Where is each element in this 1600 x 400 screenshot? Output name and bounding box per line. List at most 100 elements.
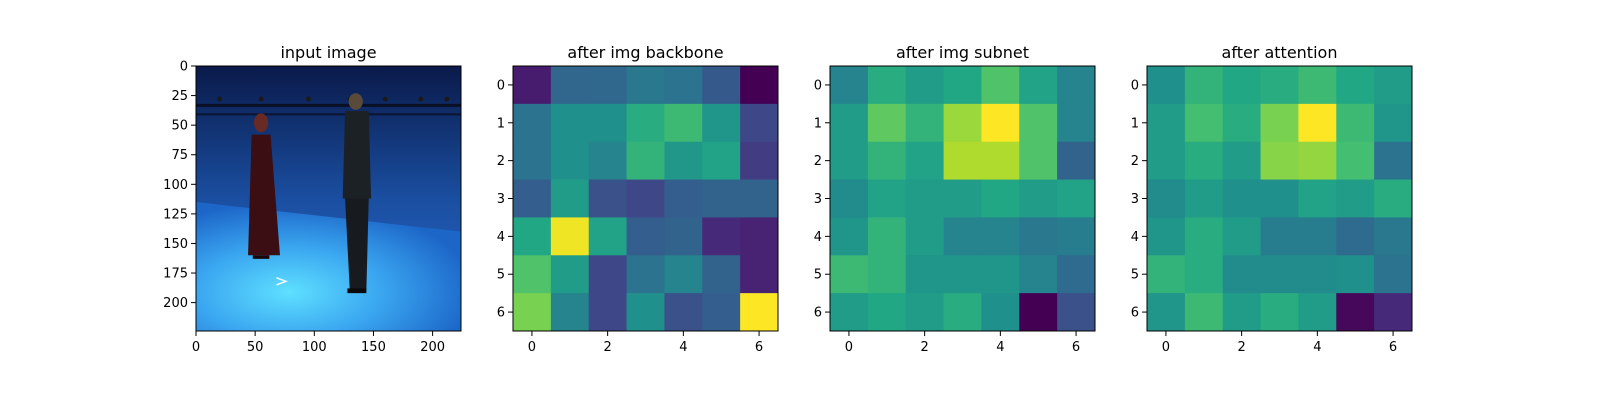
heatmap-cell bbox=[1222, 66, 1262, 105]
heatmap-cell bbox=[1260, 66, 1299, 105]
heatmap-cell bbox=[943, 179, 982, 218]
heatmap-cell bbox=[550, 103, 590, 143]
heatmap-cell bbox=[588, 66, 628, 105]
heatmap-cell bbox=[702, 66, 741, 105]
heatmap-cell bbox=[588, 293, 628, 332]
heatmap-cell bbox=[1336, 66, 1375, 105]
heatmap-panel: after img backbone 0 2 4 6 0 1 2 3 4 5 6 bbox=[497, 43, 779, 355]
y-tick-label: 5 bbox=[814, 268, 822, 283]
heatmap-cell bbox=[513, 217, 552, 256]
heatmap-cell bbox=[1147, 255, 1186, 294]
heatmap-cell bbox=[550, 217, 590, 256]
heatmap-cell bbox=[626, 103, 665, 143]
heatmap-cell bbox=[1184, 103, 1224, 143]
x-tick-label: 6 bbox=[755, 340, 763, 355]
heatmap-cell bbox=[1019, 255, 1058, 294]
heatmap-cell bbox=[740, 103, 779, 143]
heatmap-cell bbox=[626, 179, 665, 218]
y-tick-label: 200 bbox=[163, 296, 188, 311]
heatmap-cell bbox=[588, 255, 628, 294]
heatmap-cell bbox=[664, 255, 703, 294]
heatmap-cell bbox=[1222, 103, 1262, 143]
heatmap-panel: after img subnet 0 2 4 6 0 1 2 3 4 5 6 bbox=[814, 43, 1096, 355]
heatmap-cell bbox=[981, 66, 1020, 105]
heatmap-cell bbox=[1019, 66, 1058, 105]
heatmap-cell bbox=[943, 217, 982, 256]
heatmap-cell bbox=[702, 103, 741, 143]
x-tick-label: 0 bbox=[192, 340, 200, 355]
heatmap-cell bbox=[981, 179, 1020, 218]
heatmap-cell bbox=[830, 179, 869, 218]
heatmap-cell bbox=[1298, 217, 1337, 256]
heatmap-cell bbox=[1057, 255, 1096, 294]
y-tick-label: 4 bbox=[814, 230, 822, 245]
heatmap-cell bbox=[588, 141, 628, 181]
heatmap-cell bbox=[1336, 293, 1375, 332]
heatmap-cell bbox=[1147, 217, 1186, 256]
heatmap-cell bbox=[867, 179, 907, 218]
heatmap-cell bbox=[1222, 293, 1262, 332]
y-tick-label: 3 bbox=[497, 192, 505, 207]
y-tick-label: 0 bbox=[497, 78, 505, 93]
heatmap-cell bbox=[1184, 66, 1224, 105]
heatmap-cell bbox=[1184, 217, 1224, 256]
heatmap-cell bbox=[1298, 66, 1337, 105]
y-tick-label: 0 bbox=[1131, 78, 1139, 93]
y-tick-label: 4 bbox=[1131, 230, 1139, 245]
heatmap-cell bbox=[740, 141, 779, 181]
y-tick-label: 125 bbox=[163, 207, 188, 222]
heatmap-cell bbox=[1057, 179, 1096, 218]
heatmap-cell bbox=[867, 103, 907, 143]
heatmap-cell bbox=[1374, 66, 1413, 105]
heatmap-cell bbox=[905, 217, 945, 256]
heatmap-cell bbox=[1222, 141, 1262, 181]
heatmap-cell bbox=[981, 255, 1020, 294]
heatmap-cell bbox=[626, 255, 665, 294]
heatmap-cell bbox=[830, 103, 869, 143]
heatmap-cell bbox=[664, 141, 703, 181]
y-tick-label: 4 bbox=[497, 230, 505, 245]
x-tick-label: 100 bbox=[302, 340, 327, 355]
heatmap-cell bbox=[1298, 179, 1337, 218]
heatmap-cell bbox=[905, 293, 945, 332]
heatmap-cell bbox=[867, 141, 907, 181]
heatmap-cell bbox=[830, 141, 869, 181]
y-tick-label: 25 bbox=[171, 89, 188, 104]
heatmap-cell bbox=[1147, 103, 1186, 143]
heatmap-cell bbox=[1184, 293, 1224, 332]
heatmap-cell bbox=[1019, 141, 1058, 181]
heatmap-cell bbox=[905, 66, 945, 105]
heatmap-cell bbox=[626, 141, 665, 181]
y-tick-label: 175 bbox=[163, 267, 188, 282]
x-tick-label: 200 bbox=[420, 340, 445, 355]
y-tick-label: 2 bbox=[497, 154, 505, 169]
y-tick-label: 5 bbox=[497, 268, 505, 283]
heatmap-cell bbox=[1184, 255, 1224, 294]
heatmap-cell bbox=[1019, 179, 1058, 218]
heatmap-cell bbox=[830, 66, 869, 105]
heatmap-cell bbox=[1374, 103, 1413, 143]
y-tick-label: 0 bbox=[814, 78, 822, 93]
heatmap-cell bbox=[1260, 141, 1299, 181]
heatmap-cell bbox=[1260, 179, 1299, 218]
y-tick-label: 1 bbox=[814, 116, 822, 131]
y-tick-label: 75 bbox=[171, 148, 188, 163]
panel-title: after img backbone bbox=[567, 43, 723, 62]
panel-title: after img subnet bbox=[896, 43, 1029, 62]
heatmap-cell bbox=[1260, 255, 1299, 294]
heatmap-cell bbox=[1260, 103, 1299, 143]
panel-title: input image bbox=[280, 43, 376, 62]
heatmap-cell bbox=[1298, 103, 1337, 143]
y-tick-label: 1 bbox=[1131, 116, 1139, 131]
y-tick-label: 6 bbox=[497, 306, 505, 321]
heatmap-cell bbox=[740, 179, 779, 218]
heatmap-cell bbox=[1374, 255, 1413, 294]
heatmap-cell bbox=[740, 293, 779, 332]
heatmap-cell bbox=[513, 179, 552, 218]
heatmap-cell bbox=[1057, 66, 1096, 105]
heatmap-cell bbox=[943, 293, 982, 332]
heatmap-cell bbox=[1019, 293, 1058, 332]
y-tick-label: 6 bbox=[814, 306, 822, 321]
heatmap-cell bbox=[513, 255, 552, 294]
